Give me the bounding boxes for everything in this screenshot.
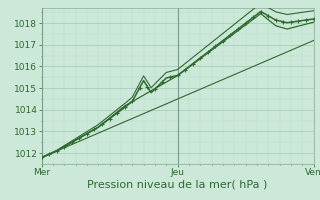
X-axis label: Pression niveau de la mer( hPa ): Pression niveau de la mer( hPa ) xyxy=(87,180,268,190)
